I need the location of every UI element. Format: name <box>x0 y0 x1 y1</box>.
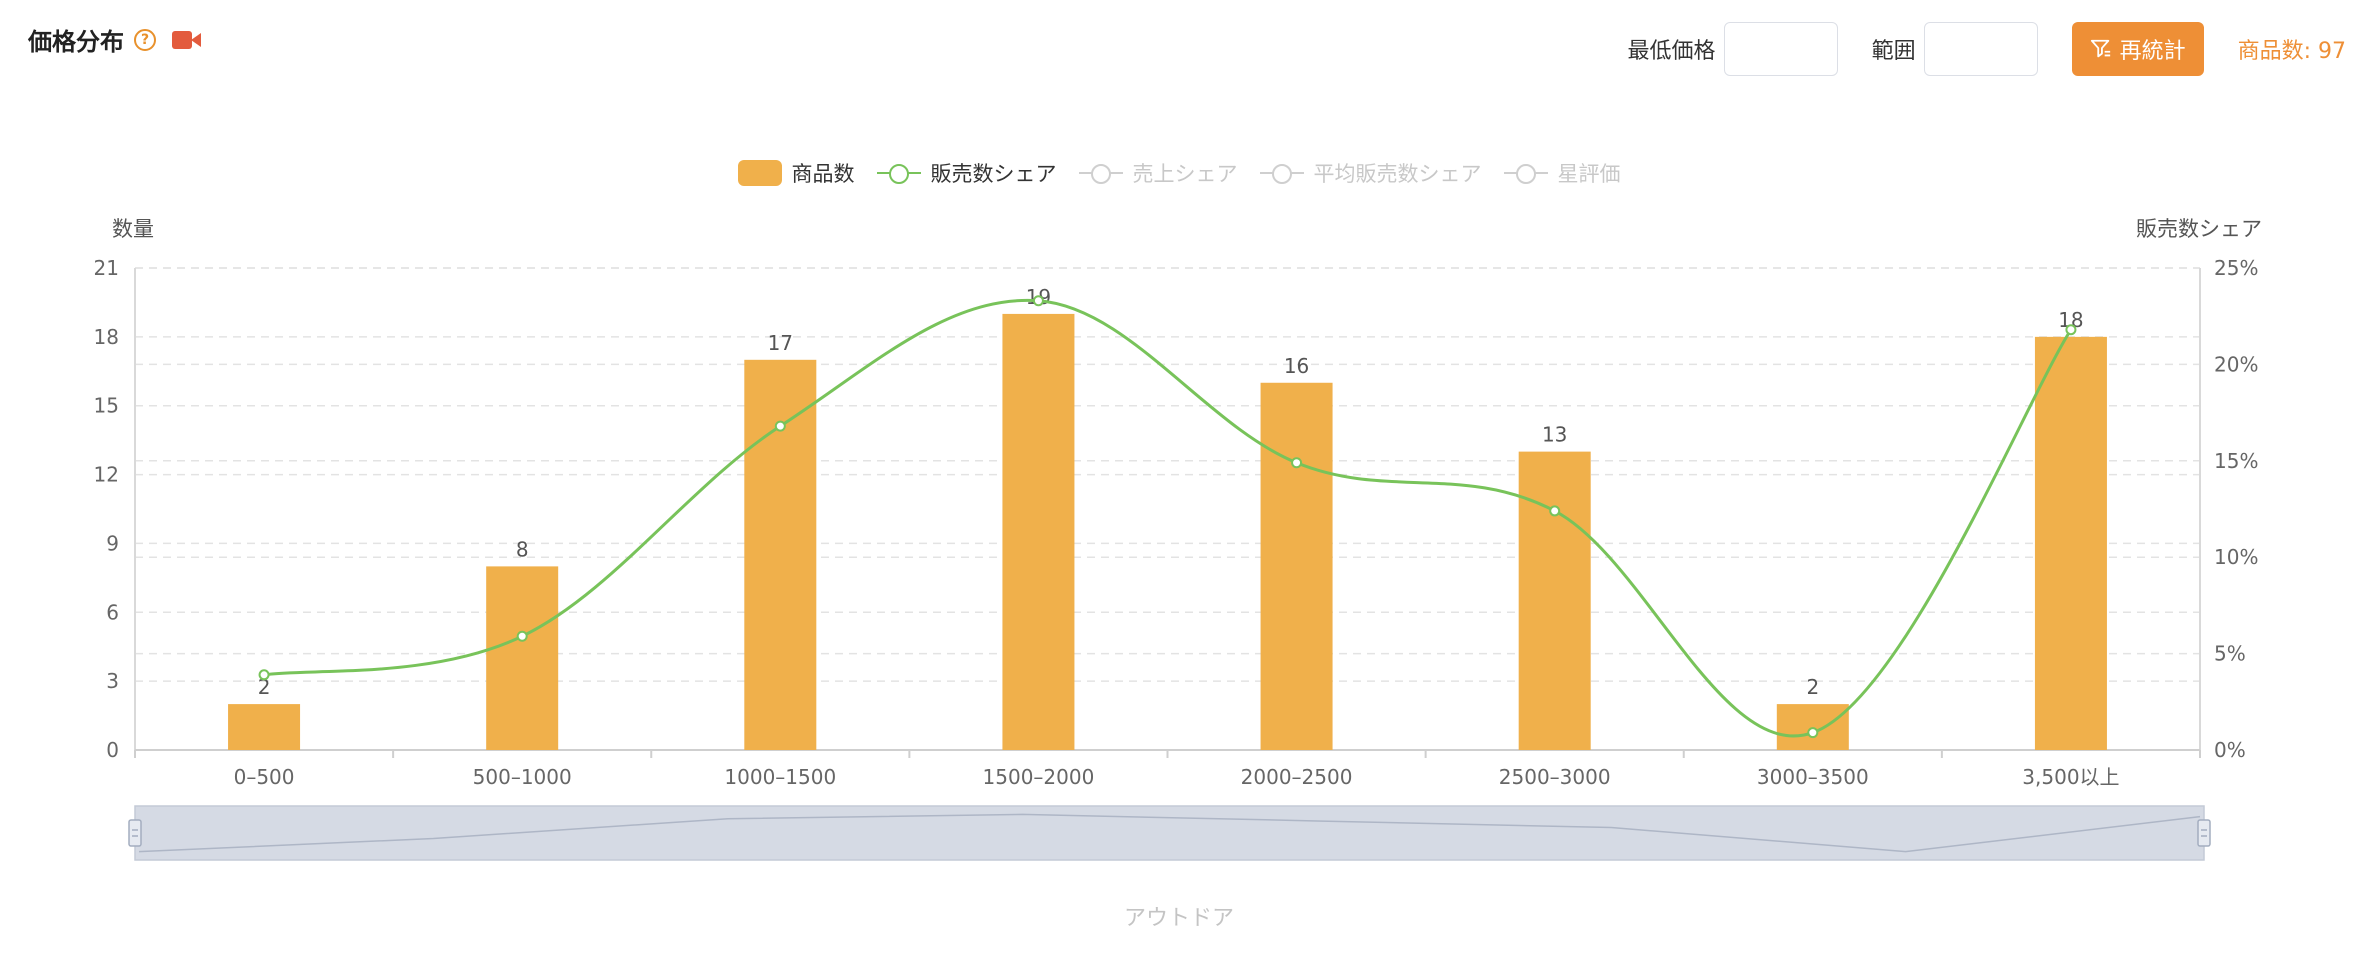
filter-icon <box>2090 39 2110 58</box>
y-right-tick-label: 25% <box>2214 256 2258 280</box>
sales-share-point-5 <box>1549 505 1561 517</box>
bar-data-label: 17 <box>768 331 793 355</box>
legend-line-swatch <box>1078 163 1123 184</box>
data-zoom-handle-left[interactable] <box>128 819 142 847</box>
legend-line-swatch <box>1503 163 1548 184</box>
x-tick-label: 500–1000 <box>473 765 572 789</box>
y-left-tick-label: 6 <box>106 600 119 624</box>
chart-legend: 商品数 販売数シェア 売上シェア 平均販売数シェア 星評価 <box>0 158 2358 188</box>
filter-toolbar: 最低価格 範囲 再統計 商品数: 97 <box>1628 22 2346 76</box>
sales-share-point-4 <box>1291 457 1303 469</box>
data-zoom-slider <box>134 805 2205 861</box>
x-tick-label: 0–500 <box>234 765 295 789</box>
bar-data-label: 8 <box>516 537 529 561</box>
y-left-tick-label: 12 <box>94 463 119 487</box>
sales-share-point-7 <box>2065 324 2077 336</box>
y-right-tick-label: 15% <box>2214 449 2258 473</box>
page-title-text: 価格分布 <box>28 28 124 56</box>
y-left-axis-title: 数量 <box>112 217 154 241</box>
legend-bar-swatch <box>737 160 782 186</box>
bar-5 <box>1518 451 1591 750</box>
bar-3 <box>1002 313 1075 750</box>
y-right-tick-label: 20% <box>2214 352 2258 376</box>
y-right-tick-label: 5% <box>2214 642 2246 666</box>
sales-share-point-6 <box>1807 727 1819 739</box>
range-input[interactable] <box>1923 22 2038 76</box>
bar-data-label: 13 <box>1542 423 1567 447</box>
legend-line-swatch <box>876 163 921 184</box>
product-count: 商品数: 97 <box>2237 39 2346 64</box>
legend-line-swatch <box>1259 163 1304 184</box>
y-left-tick-label: 21 <box>94 256 119 280</box>
y-left-tick-label: 9 <box>106 531 119 555</box>
x-tick-label: 1500–2000 <box>983 765 1095 789</box>
y-left-tick-label: 15 <box>94 394 119 418</box>
help-icon[interactable]: ? <box>134 28 156 51</box>
data-zoom-preview-line <box>138 813 2201 853</box>
y-right-tick-label: 0% <box>2214 738 2246 762</box>
bar-6 <box>1776 704 1849 750</box>
legend-item-product-count[interactable]: 商品数 <box>737 158 855 188</box>
bar-4 <box>1260 382 1333 750</box>
recalculate-button[interactable]: 再統計 <box>2071 22 2204 76</box>
y-left-tick-label: 18 <box>94 325 119 349</box>
y-left-tick-label: 0 <box>106 738 119 762</box>
bar-data-label: 16 <box>1284 354 1309 378</box>
y-left-tick-label: 3 <box>106 669 119 693</box>
y-right-axis-title: 販売数シェア <box>2136 217 2262 241</box>
y-right-tick-label: 10% <box>2214 545 2258 569</box>
legend-label: 平均販売数シェア <box>1313 162 1482 186</box>
bar-2 <box>744 359 817 750</box>
x-tick-label: 1000–1500 <box>724 765 836 789</box>
bar-data-label: 2 <box>1806 675 1819 699</box>
x-tick-label: 2000–2500 <box>1241 765 1353 789</box>
legend-item-revenue-share[interactable]: 売上シェア <box>1078 158 1238 188</box>
sales-share-point-2 <box>774 420 786 432</box>
bar-data-label: 2 <box>258 675 271 699</box>
recalculate-label: 再統計 <box>2119 38 2186 63</box>
min-price-input[interactable] <box>1723 22 1838 76</box>
legend-item-avg-sales-share[interactable]: 平均販売数シェア <box>1259 158 1482 188</box>
page-title: 価格分布 ? <box>28 22 202 57</box>
x-tick-label: 2500–3000 <box>1499 765 1611 789</box>
legend-item-star-rating[interactable]: 星評価 <box>1503 158 1621 188</box>
x-tick-label: 3000–3500 <box>1757 765 1869 789</box>
min-price-label: 最低価格 <box>1627 39 1716 64</box>
bar-1 <box>486 566 559 750</box>
legend-label: 商品数 <box>791 162 855 186</box>
legend-label: 販売数シェア <box>930 162 1057 186</box>
category-footer: アウトドア <box>1123 906 1234 931</box>
bar-0 <box>228 704 301 750</box>
legend-label: 売上シェア <box>1132 162 1238 186</box>
sales-share-point-0 <box>258 669 270 681</box>
sales-share-point-1 <box>516 630 528 642</box>
range-label: 範囲 <box>1871 39 1916 64</box>
video-camera-icon[interactable] <box>172 30 202 50</box>
legend-label: 星評価 <box>1557 162 1621 186</box>
x-tick-label: 3,500以上 <box>2022 765 2119 789</box>
bar-7 <box>2034 336 2107 750</box>
data-zoom-handle-right[interactable] <box>2197 819 2211 847</box>
sales-share-point-3 <box>1032 295 1044 307</box>
legend-item-sales-share[interactable]: 販売数シェア <box>876 158 1057 188</box>
